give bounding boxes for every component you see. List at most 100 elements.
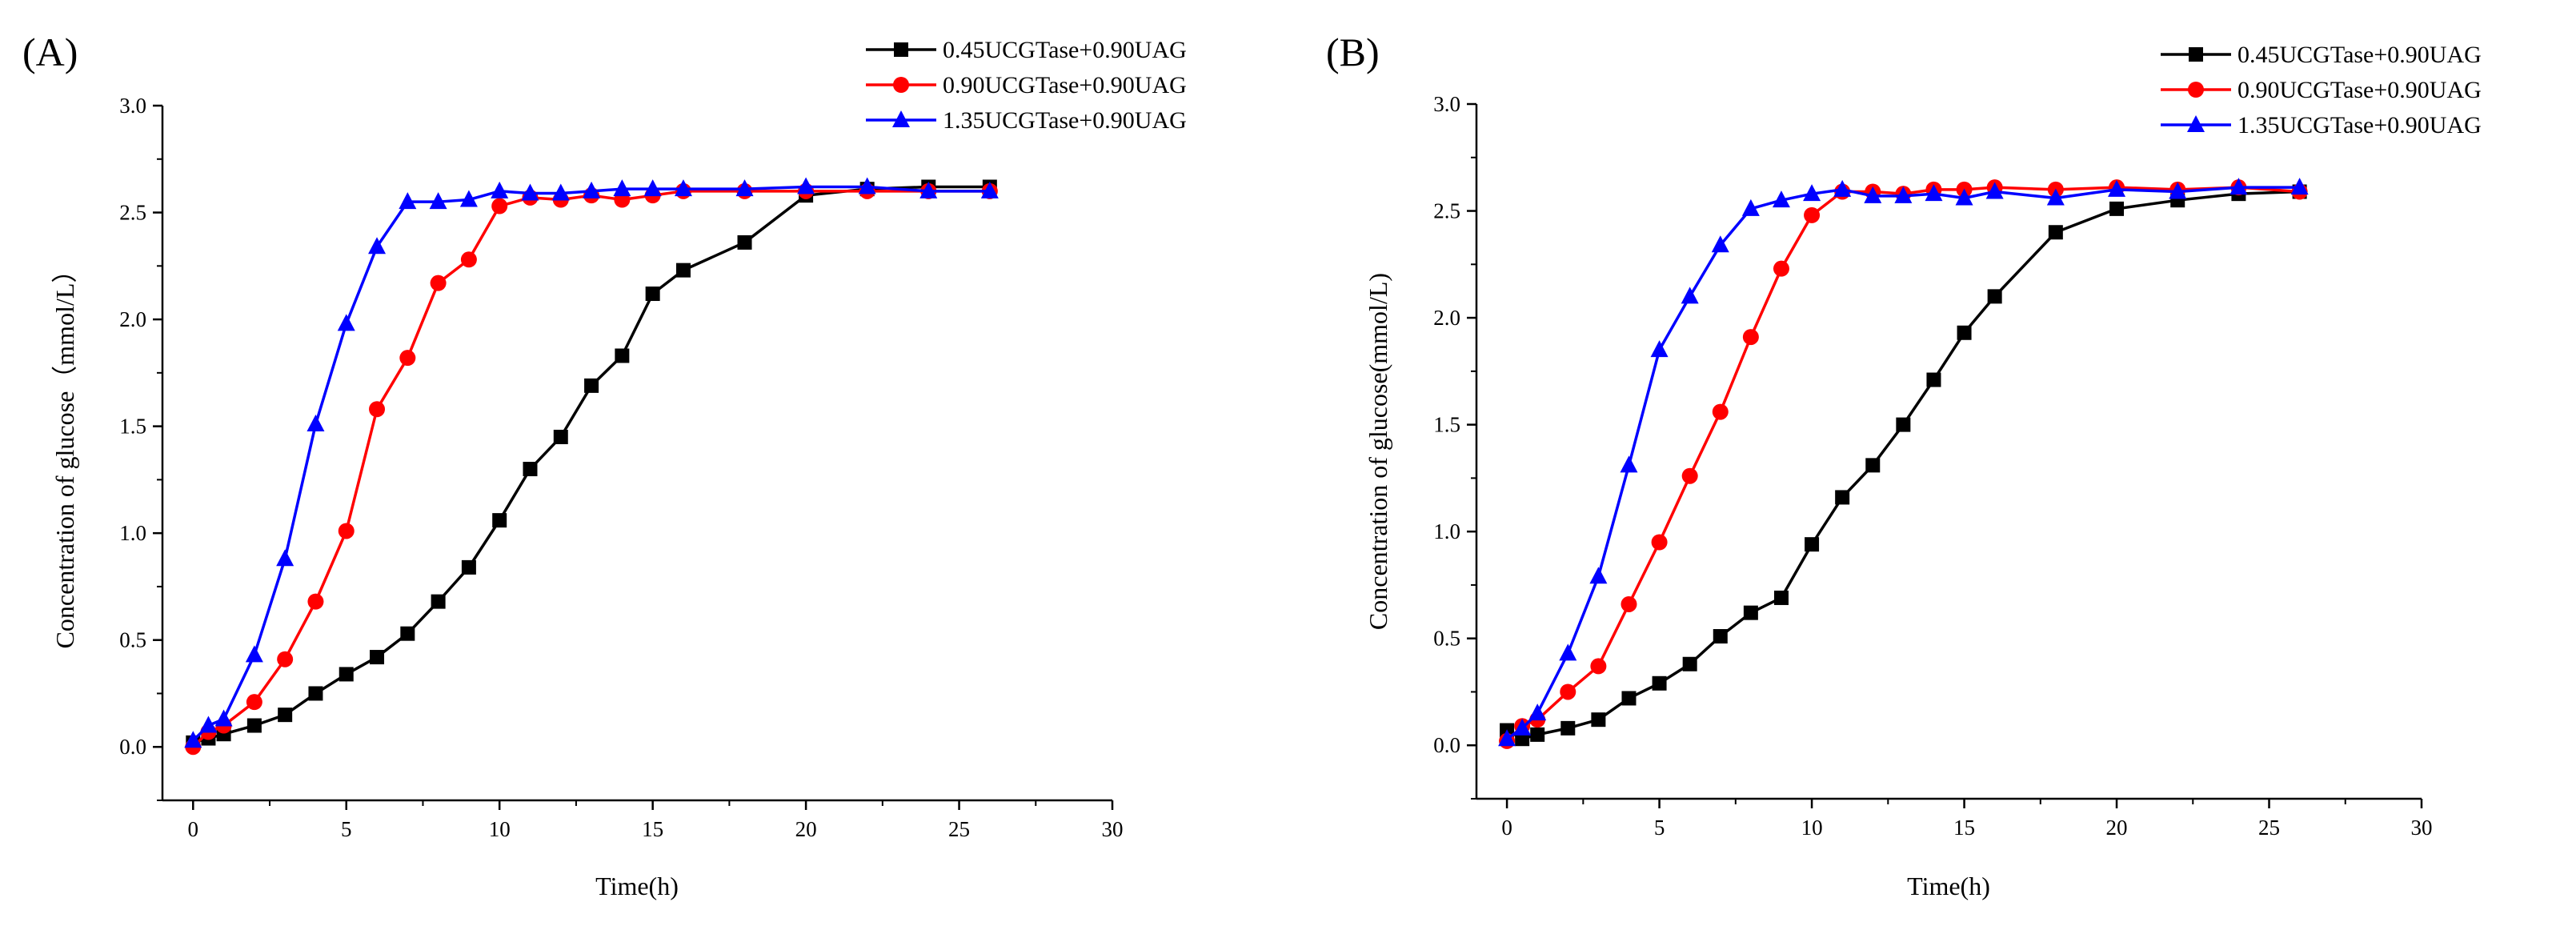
- panel-a-series-blue-point: [245, 645, 263, 663]
- panel-b-series-blue-point: [2169, 182, 2187, 199]
- panel-b-series-red-point: [1560, 683, 1576, 700]
- panel-a-x-tick-label: 10: [489, 817, 511, 841]
- panel-a-series-black-point: [675, 263, 691, 278]
- panel-a-series-blue-point: [184, 731, 202, 748]
- panel-a-label: (A): [22, 30, 78, 74]
- panel-a-series-blue-point: [797, 177, 815, 194]
- panel-a-x-tick-label: 5: [341, 817, 352, 841]
- panel-a-legend-label: 1.35UCGTase+0.90UAG: [943, 107, 1187, 134]
- panel-a-y-tick-label: 3.0: [119, 94, 146, 118]
- panel-a-series-red-point: [307, 593, 324, 610]
- panel-b-series-blue-point: [1741, 198, 1760, 216]
- panel-a-series-red-point: [399, 350, 416, 367]
- panel-a-series-blue-point: [643, 179, 662, 197]
- panel-a-series-black: [186, 179, 997, 750]
- panel-b-x-tick-label: 10: [1801, 816, 1823, 840]
- panel-a-series-blue-point: [613, 179, 631, 197]
- panel-b: (B) 0 5 10 15 20 25 30 0.0 0.5 1.0 1.5 2.0 2.5 3.0 Time…: [1326, 30, 2482, 900]
- panel-b-x-axis-title: Time(h): [1907, 872, 1990, 900]
- panel-b-series-black-point: [1591, 712, 1606, 728]
- panel-a-y-tick-label: 2.0: [119, 307, 146, 331]
- panel-a-series-black-point: [278, 708, 293, 723]
- panel-a-series-blue-point: [583, 181, 601, 198]
- panel-a-series-red-point: [491, 198, 508, 214]
- panel-a-series-blue-point: [980, 181, 999, 198]
- panel-b-series-black-point: [1682, 656, 1697, 671]
- panel-a-series-black-point: [737, 235, 752, 250]
- panel-b-series-red-point: [1773, 260, 1789, 277]
- panel-b-series-blue-point: [2108, 179, 2126, 197]
- panel-a-series-blue-point: [521, 183, 539, 201]
- panel-b-series-black-point: [1987, 289, 2002, 304]
- panel-b-series-black-point: [2109, 201, 2125, 216]
- panel-b-series-blue-point: [1894, 186, 1913, 203]
- panel-a-series-black-point: [308, 686, 323, 701]
- panel-b-legend-label: 0.45UCGTase+0.90UAG: [2237, 42, 2482, 68]
- panel-a-series-blue-point: [858, 177, 876, 194]
- panel-a-series-black-point: [492, 513, 507, 528]
- panel-a-x-tick-label: 0: [188, 817, 199, 841]
- panel-a-series-red-point: [338, 523, 355, 539]
- panel-a-series-blue-point: [551, 183, 570, 201]
- panel-b-series-blue-point: [2046, 188, 2065, 206]
- panel-b-series-blue-point: [1833, 179, 1852, 197]
- panel-a-series-blue-point: [199, 716, 218, 733]
- panel-b-legend-swatch-marker: [2189, 47, 2203, 62]
- panel-b-series-black-point: [1530, 727, 1545, 742]
- panel-b-series-blue-point: [1711, 235, 1729, 253]
- panel-b-series-red-point: [1590, 658, 1607, 675]
- panel-a-series-black-point: [615, 348, 630, 363]
- panel-b-series-black: [1500, 184, 2307, 747]
- panel-b-series-blue-point: [2229, 178, 2248, 195]
- panel-b-y-tick-label: 2.5: [1433, 199, 1460, 223]
- panel-a-series-blue-point: [368, 237, 387, 255]
- panel-a-legend-swatch-marker: [894, 42, 908, 57]
- panel-a-y-tick-label: 0.0: [119, 735, 146, 759]
- panel-b-x-tick-label: 20: [2106, 816, 2128, 840]
- panel-b-series-red-point: [1681, 467, 1698, 484]
- panel-a-series-black-point: [246, 718, 262, 733]
- panel-a-y-axis-title: Concentration of glucose（mmol/L）: [50, 258, 79, 649]
- panel-a-series-red-point: [369, 401, 386, 418]
- panel-a-series-blue-point: [399, 192, 417, 210]
- panel-b-series-red-point: [1804, 206, 1821, 223]
- panel-b-series-blue-point: [1985, 182, 2004, 199]
- panel-b-series-blue-point: [1528, 704, 1547, 721]
- panel-a-series-blue-line: [192, 185, 990, 742]
- panel-b-series-red-point: [1742, 329, 1759, 346]
- panel-b-series-black-point: [1652, 675, 1667, 691]
- panel-b-series-red-point: [1621, 595, 1637, 612]
- panel-b-series-blue-point: [1620, 455, 1638, 473]
- panel-a-series-blue-point: [919, 181, 938, 198]
- panel-b-x-tick-label: 0: [1501, 816, 1512, 840]
- panel-a-series-black-point: [523, 462, 538, 477]
- panel-b-series-blue-point: [1803, 184, 1821, 202]
- panel-a-x-tick-label: 20: [795, 817, 817, 841]
- panel-b-legend-label: 0.90UCGTase+0.90UAG: [2237, 77, 2482, 103]
- panel-b-x-tick-label: 5: [1654, 816, 1665, 840]
- panel-b-series-red-point: [1712, 403, 1729, 420]
- panel-b-y-tick-label: 2.0: [1433, 306, 1460, 330]
- panel-a-series-blue-point: [306, 414, 325, 431]
- panel-b-series-blue-point: [1589, 567, 1608, 584]
- panel-b-y-tick-label: 1.5: [1433, 413, 1460, 437]
- panel-a-series-black-point: [461, 559, 476, 575]
- panel-a-series-blue-point: [674, 179, 692, 197]
- panel-b-legend-swatch-marker: [2188, 82, 2204, 98]
- panel-b-series-blue-point: [1925, 184, 1943, 202]
- panel-b-series-black-point: [1926, 372, 1941, 387]
- panel-b-series-black-point: [1835, 490, 1850, 505]
- panel-b-series-black-point: [1805, 537, 1820, 552]
- panel-a-series-black-point: [400, 626, 415, 641]
- panel-b-x-tick-label: 30: [2411, 816, 2433, 840]
- panel-b-y-tick-label: 0.0: [1433, 733, 1460, 757]
- panel-b-y-tick-label: 0.5: [1433, 627, 1460, 651]
- panel-b-series-black-point: [2048, 225, 2063, 240]
- panel-a-series-black-point: [370, 650, 385, 665]
- panel-a-legend-swatch-marker: [892, 110, 910, 127]
- panel-b-series-blue-point: [1955, 188, 1973, 206]
- panel-a-series-black-point: [553, 429, 568, 444]
- panel-b-x-tick-label: 15: [1953, 816, 1975, 840]
- panel-a-legend-swatch-marker: [893, 77, 909, 93]
